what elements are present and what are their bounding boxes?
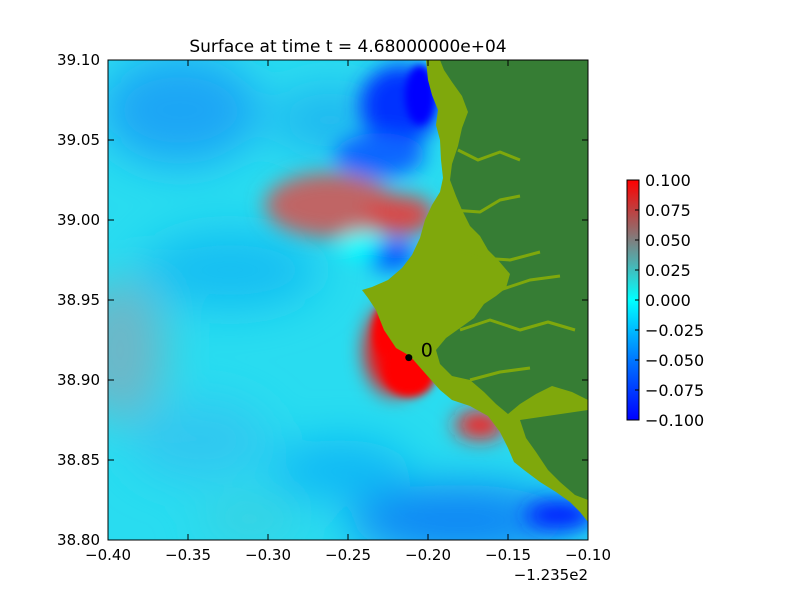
colorbar-tick-label: −0.100	[645, 411, 704, 430]
colorbar-tick-label: 0.000	[645, 291, 691, 310]
x-tick-label: −0.30	[245, 546, 291, 564]
y-tick-label: 38.85	[57, 451, 100, 469]
y-tick-label: 38.90	[57, 371, 100, 389]
x-offset-label: −1.235e2	[514, 566, 588, 584]
x-tick-label: −0.35	[165, 546, 211, 564]
colorbar-tick-label: −0.050	[645, 351, 704, 370]
y-tick-label: 39.10	[57, 51, 100, 69]
y-tick-label: 38.80	[57, 531, 100, 549]
y-tick-label: 39.05	[57, 131, 100, 149]
gauge-markers: 0	[405, 340, 433, 362]
colorbar-tick-label: 0.050	[645, 231, 691, 250]
y-axis: 38.80 38.85 38.90 38.95 39.00 39.05 39.10	[57, 51, 588, 549]
surface-field	[108, 60, 588, 540]
y-tick-label: 39.00	[57, 211, 100, 229]
gauge-label: 0	[421, 340, 433, 362]
y-tick-label: 38.95	[57, 291, 100, 309]
colorbar-tick-label: 0.025	[645, 261, 691, 280]
colorbar-tick-label: 0.100	[645, 171, 691, 190]
colorbar: 0.100 0.075 0.050 0.025 0.000 −0.025 −0.050 −0.…	[626, 171, 704, 430]
colorbar-tick-label: 0.075	[645, 201, 691, 220]
colorbar-ticks: 0.100 0.075 0.050 0.025 0.000 −0.025 −0.050 −0.…	[635, 171, 704, 430]
x-tick-label: −0.20	[405, 546, 451, 564]
colorbar-tick-label: −0.025	[645, 321, 704, 340]
x-tick-label: −0.25	[325, 546, 371, 564]
x-axis: −0.40 −0.35 −0.30 −0.25 −0.20 −0.15 −0.10	[85, 60, 611, 564]
x-tick-label: −0.15	[485, 546, 531, 564]
chart-title: Surface at time t = 4.68000000e+04	[189, 37, 506, 57]
colorbar-tick-label: −0.075	[645, 381, 704, 400]
x-tick-label: −0.40	[85, 546, 131, 564]
gauge-point	[405, 354, 413, 362]
x-tick-label: −0.10	[565, 546, 611, 564]
